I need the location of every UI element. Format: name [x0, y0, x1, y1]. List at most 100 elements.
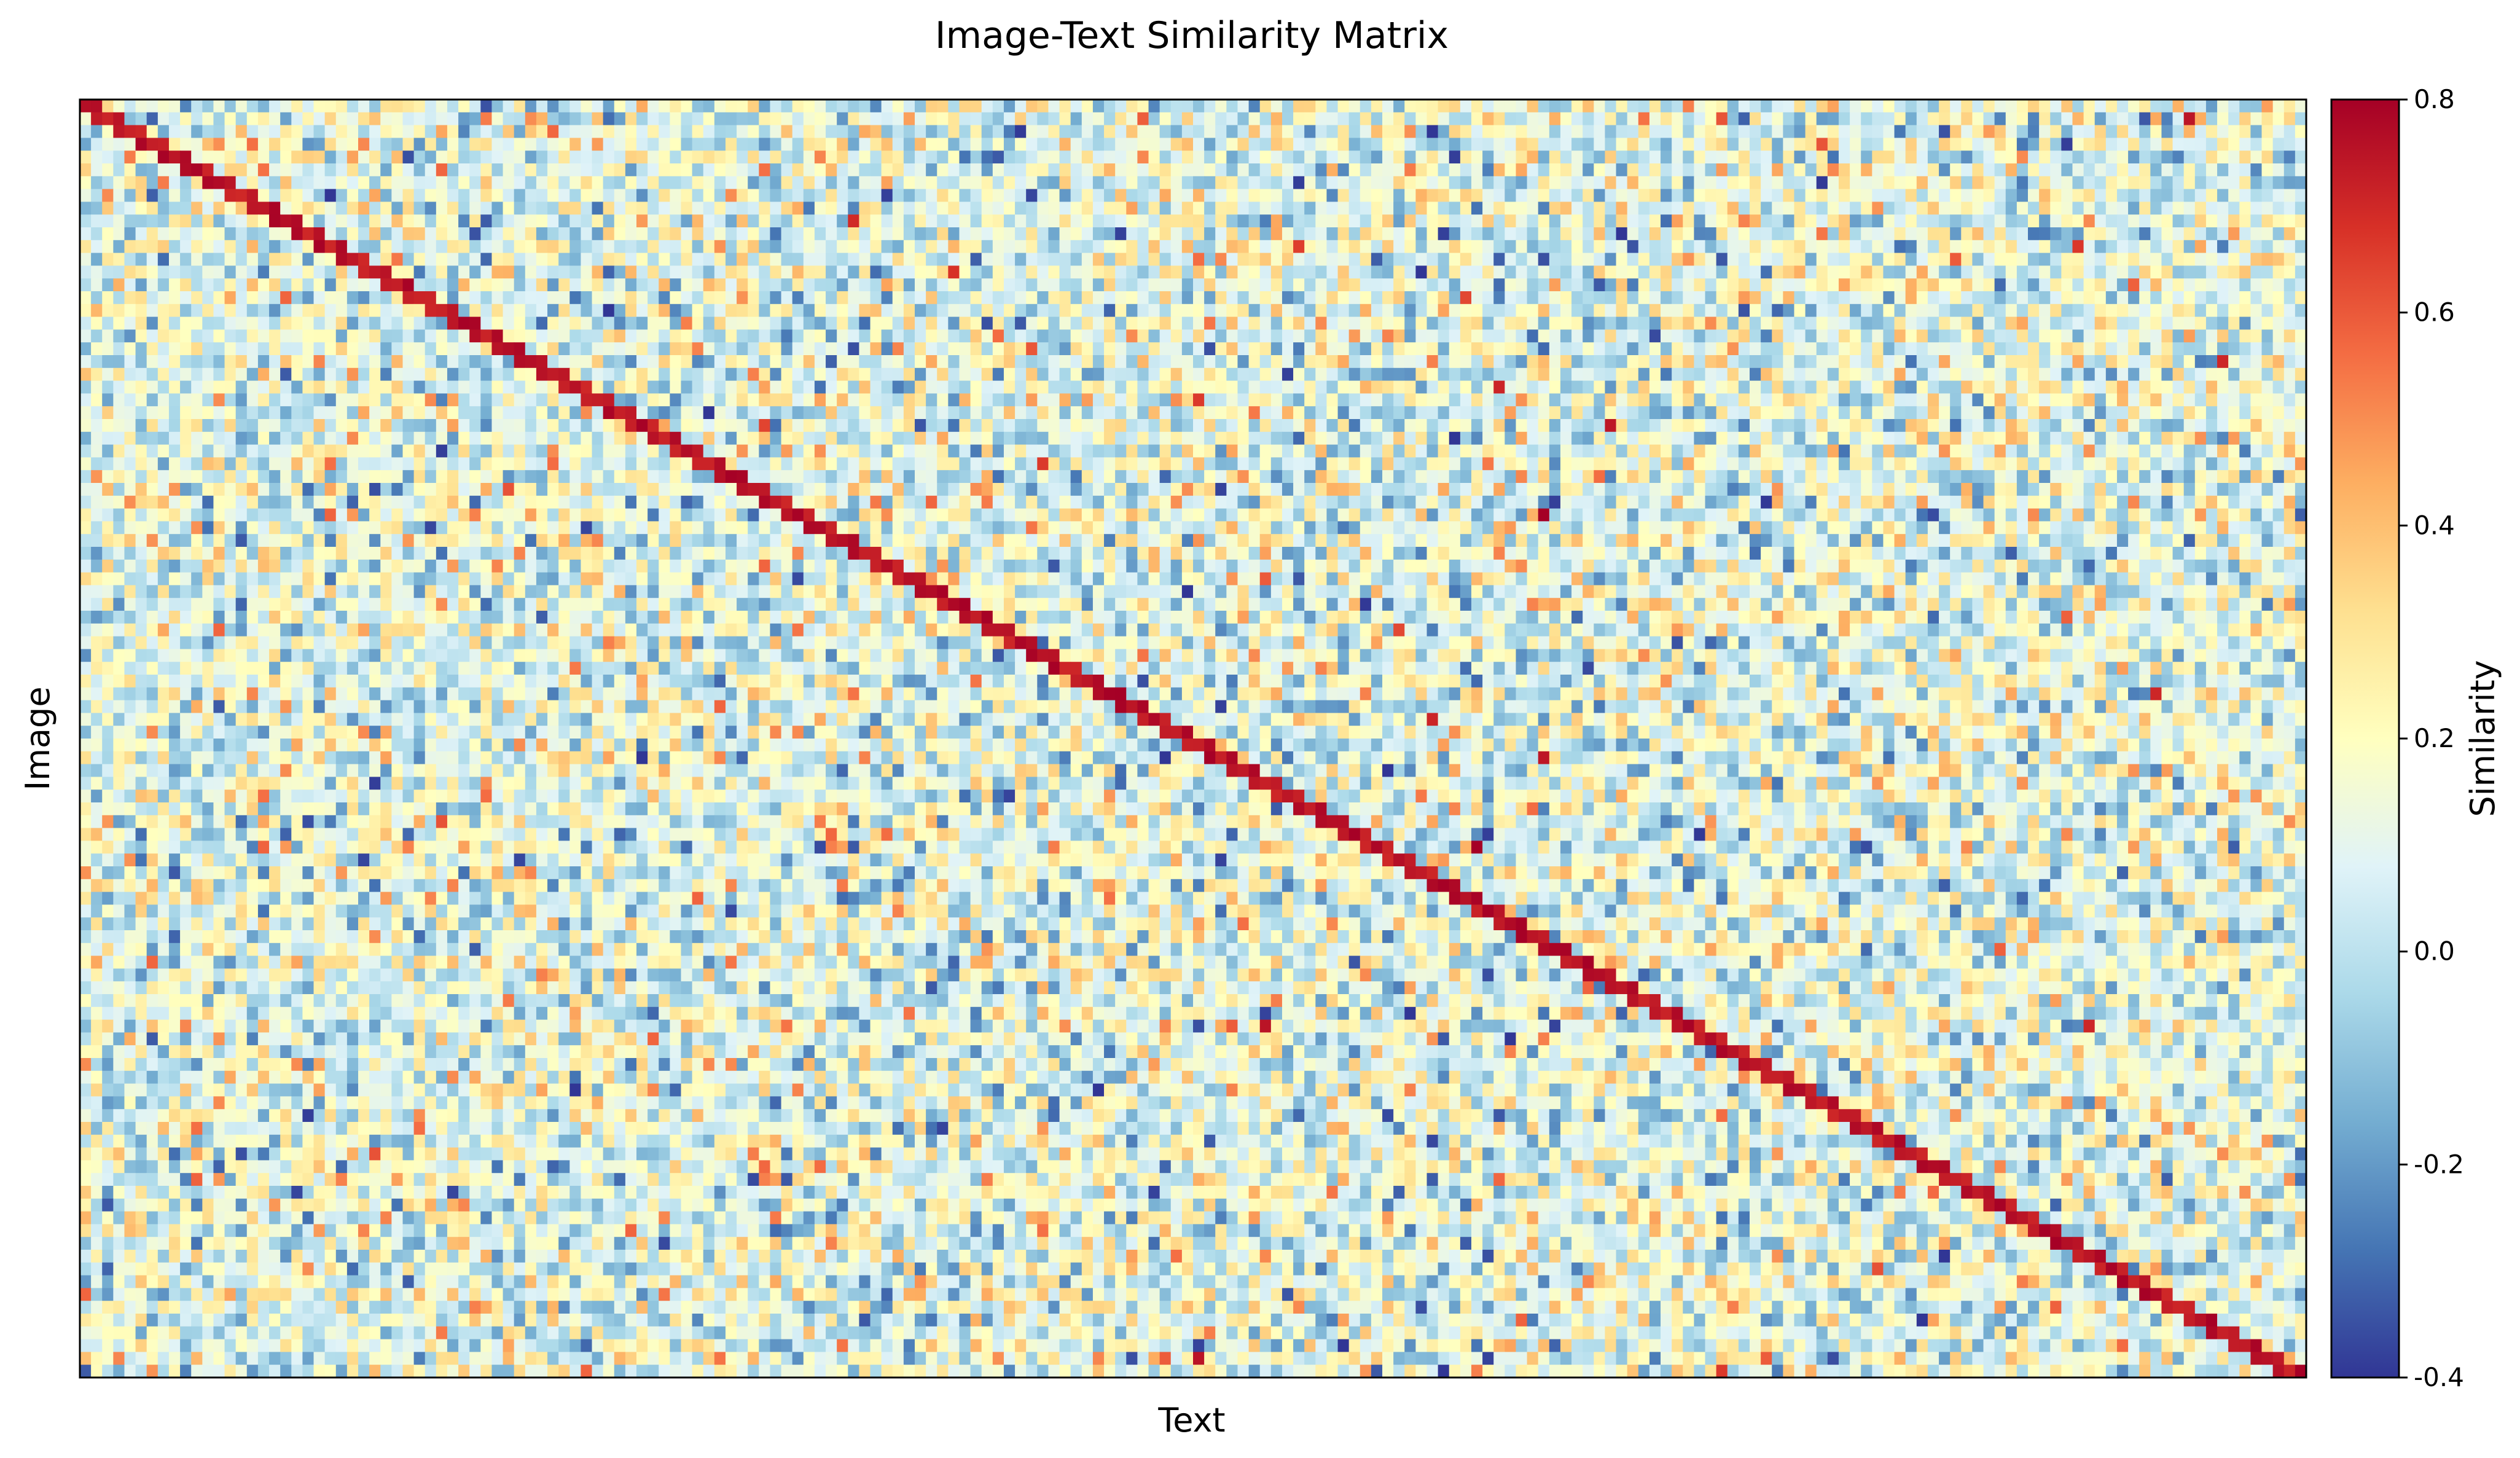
heatmap-cell	[792, 380, 804, 394]
heatmap-cell	[146, 367, 158, 382]
heatmap-cell	[358, 393, 370, 407]
heatmap-cell	[191, 125, 203, 138]
heatmap-cell	[324, 355, 337, 369]
heatmap-cell	[581, 240, 593, 254]
heatmap-cell	[1293, 176, 1305, 190]
heatmap-cell	[992, 265, 1004, 279]
heatmap-cell	[1204, 380, 1216, 394]
heatmap-cell	[1872, 189, 1884, 202]
heatmap-cell	[581, 189, 593, 202]
heatmap-cell	[2139, 329, 2151, 343]
heatmap-cell	[737, 380, 748, 394]
heatmap-cell	[335, 304, 348, 318]
heatmap-cell	[1883, 355, 1895, 369]
heatmap-cell	[1081, 189, 1094, 202]
heatmap-cell	[1927, 214, 1939, 228]
heatmap-cell	[1750, 227, 1761, 241]
heatmap-cell	[948, 291, 960, 305]
heatmap-cell	[1549, 278, 1561, 292]
heatmap-cell	[1137, 393, 1149, 407]
heatmap-cell	[759, 265, 771, 279]
heatmap-cell	[1326, 253, 1339, 266]
heatmap-cell	[1048, 316, 1060, 330]
heatmap-cell	[1772, 291, 1783, 305]
heatmap-cell	[1293, 202, 1305, 215]
heatmap-cell	[1282, 278, 1294, 292]
heatmap-cell	[837, 138, 848, 151]
heatmap-cell	[202, 214, 214, 228]
heatmap-cell	[1538, 406, 1550, 420]
heatmap-cell	[447, 138, 459, 151]
heatmap-cell	[970, 202, 982, 215]
heatmap-cell	[1115, 393, 1127, 407]
heatmap-cell	[1337, 240, 1350, 254]
heatmap-cell	[102, 380, 114, 394]
heatmap-cell	[358, 367, 370, 382]
heatmap-cell	[1259, 355, 1272, 369]
heatmap-cell	[1705, 125, 1717, 138]
heatmap-cell	[191, 202, 203, 215]
heatmap-cell	[625, 291, 637, 305]
heatmap-cell	[2239, 214, 2251, 228]
heatmap-cell	[1527, 240, 1539, 254]
heatmap-cell	[1360, 125, 1372, 138]
heatmap-cell	[1426, 189, 1439, 202]
heatmap-cell	[748, 189, 759, 202]
heatmap-cell	[1672, 138, 1683, 151]
heatmap-cell	[1482, 240, 1494, 254]
heatmap-cell	[2072, 112, 2084, 126]
heatmap-cell	[569, 227, 581, 241]
heatmap-cell	[1115, 240, 1127, 254]
heatmap-cell	[859, 227, 871, 241]
heatmap-cell	[1961, 265, 1973, 279]
heatmap-cell	[558, 304, 570, 318]
heatmap-cell	[1538, 355, 1550, 369]
heatmap-cell	[157, 100, 170, 113]
heatmap-cell	[380, 240, 392, 254]
heatmap-cell	[1738, 265, 1750, 279]
heatmap-cell	[1972, 163, 1984, 177]
heatmap-cell	[959, 265, 971, 279]
heatmap-cell	[2150, 329, 2162, 343]
heatmap-cell	[547, 163, 559, 177]
heatmap-cell	[146, 291, 158, 305]
heatmap-cell	[1527, 316, 1539, 330]
heatmap-cell	[681, 176, 693, 190]
heatmap-cell	[369, 202, 381, 215]
heatmap-cell	[881, 367, 893, 382]
heatmap-cell	[1148, 189, 1160, 202]
heatmap-cell	[202, 189, 214, 202]
heatmap-cell	[803, 138, 815, 151]
heatmap-cell	[1905, 253, 1917, 266]
heatmap-cell	[614, 329, 626, 343]
heatmap-cell	[614, 393, 626, 407]
heatmap-cell	[1215, 342, 1227, 356]
heatmap-cell	[1204, 163, 1216, 177]
heatmap-cell	[1961, 355, 1973, 369]
heatmap-cell	[157, 329, 170, 343]
heatmap-cell	[1605, 291, 1617, 305]
heatmap-cell	[681, 291, 693, 305]
heatmap-cell	[547, 189, 559, 202]
heatmap-cell	[180, 367, 192, 382]
heatmap-cell	[1048, 163, 1060, 177]
heatmap-cell	[1348, 189, 1361, 202]
heatmap-cell	[2194, 151, 2207, 164]
heatmap-cell	[1270, 125, 1283, 138]
heatmap-cell	[948, 406, 960, 420]
heatmap-cell	[1661, 100, 1672, 113]
heatmap-cell	[2228, 265, 2240, 279]
heatmap-cell	[937, 380, 949, 394]
heatmap-cell	[670, 189, 682, 202]
heatmap-cell	[168, 393, 181, 407]
heatmap-cell	[981, 316, 993, 330]
heatmap-cell	[1727, 151, 1739, 164]
heatmap-cell	[581, 380, 593, 394]
heatmap-cell	[536, 125, 548, 138]
heatmap-cell	[1705, 316, 1717, 330]
heatmap-cell	[1304, 176, 1316, 190]
heatmap-cell	[859, 214, 871, 228]
heatmap-cell	[2183, 125, 2196, 138]
heatmap-cell	[2217, 329, 2229, 343]
heatmap-cell	[291, 291, 303, 305]
